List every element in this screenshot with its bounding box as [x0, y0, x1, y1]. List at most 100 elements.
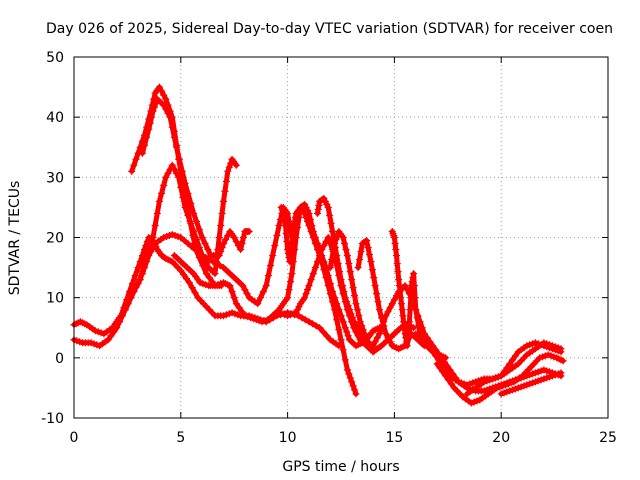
data-point: [339, 346, 347, 354]
data-point: [180, 237, 188, 245]
data-point: [345, 260, 353, 268]
data-point: [346, 374, 354, 382]
data-point: [361, 238, 369, 246]
data-point: [374, 298, 382, 306]
data-point: [407, 294, 415, 302]
data-point: [355, 312, 363, 320]
data-point: [323, 332, 331, 340]
data-point: [344, 332, 352, 340]
data-point: [184, 211, 192, 219]
data-point: [403, 338, 411, 346]
data-point: [271, 242, 279, 250]
data-point: [346, 306, 354, 314]
data-point: [369, 342, 377, 350]
data-point: [375, 306, 383, 314]
x-tick-label: 20: [492, 430, 510, 446]
data-point: [214, 246, 222, 254]
data-point: [289, 227, 297, 235]
data-point: [282, 229, 290, 237]
data-point: [311, 264, 319, 272]
data-point: [337, 276, 345, 284]
data-point: [160, 91, 168, 99]
data-point: [368, 266, 376, 274]
data-point: [168, 123, 176, 131]
data-point: [202, 270, 210, 278]
data-point: [294, 306, 302, 314]
data-point: [264, 272, 272, 280]
data-point: [351, 386, 359, 394]
data-point: [200, 256, 208, 264]
data-point: [164, 109, 172, 117]
data-point: [412, 306, 420, 314]
data-point: [408, 278, 416, 286]
data-point: [150, 103, 158, 111]
data-point: [295, 303, 303, 311]
data-point: [370, 274, 378, 282]
data-point: [418, 324, 426, 332]
y-tick-label: 0: [55, 351, 64, 367]
data-point: [343, 328, 351, 336]
data-point: [390, 234, 398, 241]
data-point: [314, 246, 322, 254]
data-point: [187, 199, 195, 207]
data-point: [277, 203, 285, 211]
data-point: [127, 294, 135, 302]
data-point: [302, 290, 310, 298]
data-point: [215, 234, 223, 241]
data-point: [304, 286, 312, 294]
data-point: [284, 294, 292, 302]
data-point: [134, 280, 142, 288]
data-point: [138, 149, 146, 157]
data-point: [149, 234, 157, 241]
data-point: [149, 107, 157, 115]
data-point: [405, 318, 413, 326]
data-point: [386, 338, 394, 346]
data-point: [432, 352, 440, 360]
data-point: [375, 330, 383, 338]
data-point: [269, 252, 277, 260]
data-point: [384, 308, 392, 316]
data-point: [364, 244, 372, 252]
data-point: [429, 348, 437, 356]
data-point: [371, 282, 379, 290]
data-point: [237, 246, 245, 254]
data-point: [439, 368, 447, 376]
data-point: [376, 343, 384, 351]
data-point: [177, 234, 185, 241]
data-point: [301, 200, 309, 208]
data-point: [371, 338, 379, 346]
data-point: [309, 234, 317, 241]
x-tick-label: 15: [385, 430, 403, 446]
data-point: [305, 318, 313, 326]
data-point: [356, 318, 364, 326]
data-point: [316, 324, 324, 332]
data-point: [384, 334, 392, 342]
data-point: [347, 310, 355, 318]
data-point: [134, 264, 142, 272]
series-track-5: [113, 155, 240, 326]
data-point: [155, 197, 163, 205]
data-point: [204, 246, 212, 254]
data-point: [302, 213, 310, 221]
data-point: [211, 270, 219, 278]
data-point: [328, 227, 336, 235]
data-point: [398, 300, 406, 308]
data-point: [557, 369, 565, 377]
data-point: [205, 274, 213, 282]
data-point: [170, 165, 178, 173]
data-point: [301, 294, 309, 302]
series-track-15: [433, 351, 567, 407]
data-point: [380, 318, 388, 326]
data-point: [262, 282, 270, 290]
data-point: [394, 268, 402, 276]
data-point: [349, 284, 357, 292]
data-point: [358, 322, 366, 330]
data-point: [279, 209, 287, 217]
data-point: [398, 306, 406, 314]
x-tick-label: 10: [279, 430, 297, 446]
data-point: [305, 221, 313, 229]
data-point: [158, 189, 166, 197]
data-point: [232, 300, 240, 308]
data-point: [181, 203, 189, 211]
